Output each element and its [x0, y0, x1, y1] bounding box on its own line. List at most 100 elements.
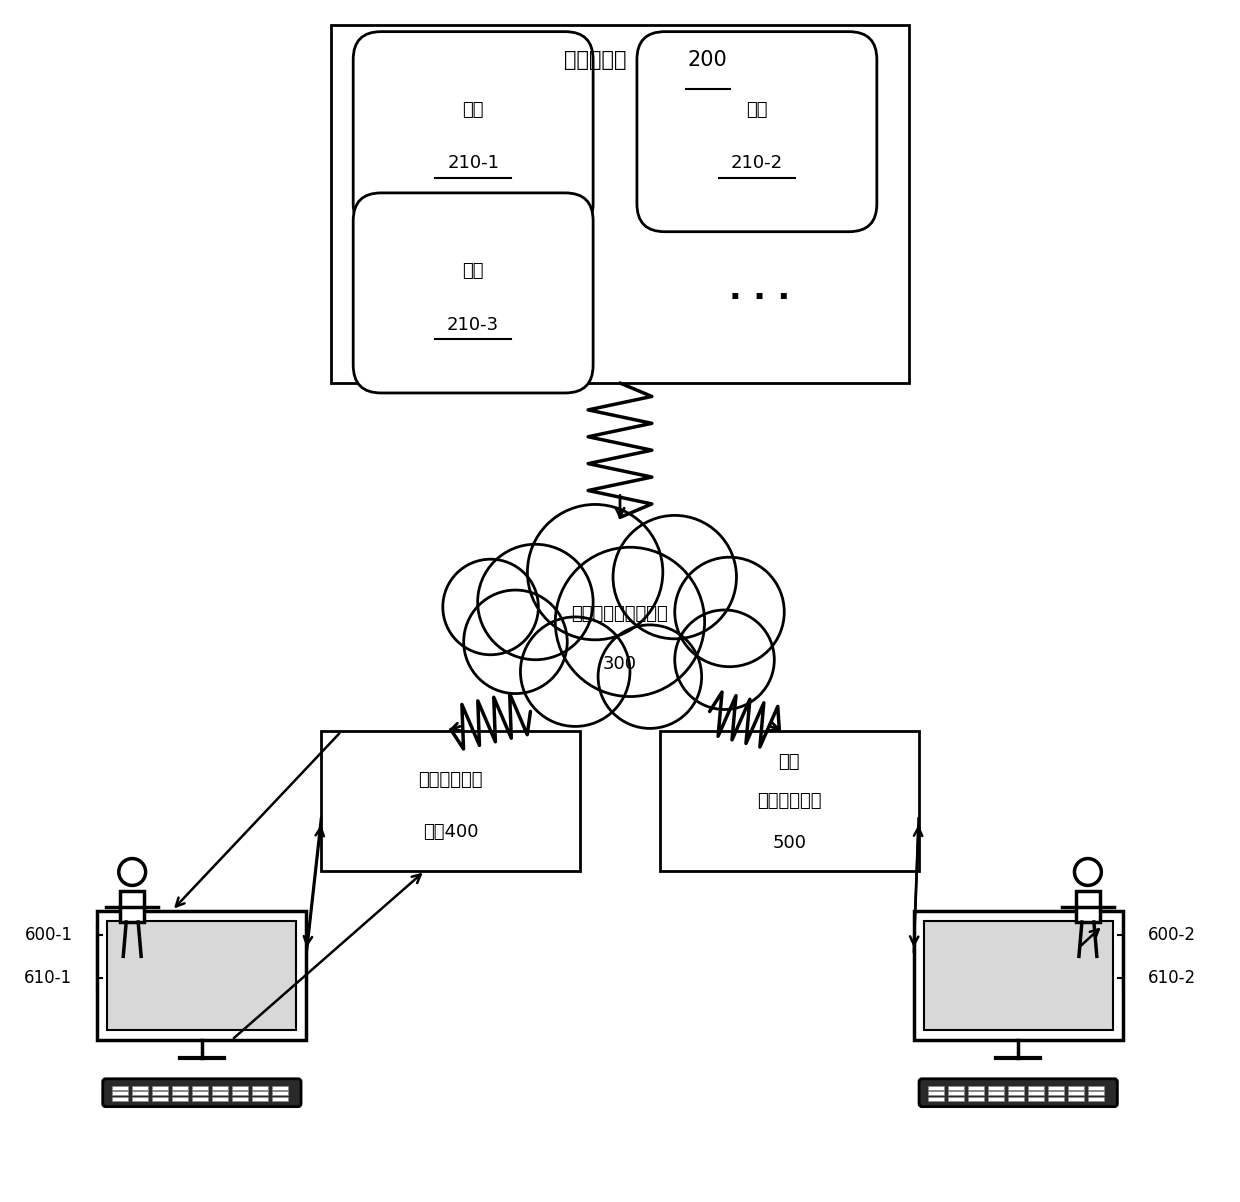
Text: · · ·: · · · [729, 282, 790, 315]
Text: 500: 500 [773, 834, 806, 852]
Bar [151, 1096, 167, 1101]
Bar [1008, 1087, 1024, 1090]
Text: 区块链网络: 区块链网络 [564, 49, 626, 70]
Bar [968, 1087, 985, 1090]
Circle shape [675, 609, 774, 709]
Circle shape [613, 516, 737, 638]
Text: 当前机构节点: 当前机构节点 [419, 772, 484, 790]
Bar [988, 1091, 1004, 1095]
Text: 节点: 节点 [463, 101, 484, 119]
Bar [192, 1091, 208, 1095]
Bar [928, 1087, 944, 1090]
Text: 210-2: 210-2 [730, 154, 782, 172]
Bar [192, 1087, 208, 1090]
Bar [321, 731, 580, 870]
Bar [151, 1091, 167, 1095]
FancyBboxPatch shape [353, 31, 593, 232]
Bar [949, 1091, 963, 1095]
Text: 200: 200 [688, 49, 728, 70]
Bar [131, 1087, 148, 1090]
Text: 机构节点系统: 机构节点系统 [756, 792, 821, 810]
Bar [172, 1087, 187, 1090]
Bar [112, 1091, 128, 1095]
Bar [1028, 1087, 1044, 1090]
Text: 节点: 节点 [463, 262, 484, 280]
Bar [232, 1096, 248, 1101]
Bar [660, 731, 919, 870]
Text: 600-1: 600-1 [25, 927, 72, 945]
Bar [172, 1096, 187, 1101]
Bar [172, 1091, 187, 1095]
Bar [272, 1091, 288, 1095]
Text: 300: 300 [603, 655, 637, 673]
Bar [151, 1087, 167, 1090]
Bar [1048, 1091, 1064, 1095]
FancyBboxPatch shape [353, 192, 593, 393]
Bar [272, 1087, 288, 1090]
Bar [1089, 1087, 1105, 1090]
Bar [232, 1087, 248, 1090]
Circle shape [464, 590, 567, 694]
Text: 区块链网络管理平台: 区块链网络管理平台 [572, 605, 668, 623]
Bar [928, 1096, 944, 1101]
Circle shape [119, 858, 145, 886]
Bar [949, 1096, 963, 1101]
Text: 610-2: 610-2 [1148, 969, 1195, 987]
Text: 600-2: 600-2 [1148, 927, 1195, 945]
Bar [1048, 1096, 1064, 1101]
Bar [272, 1096, 288, 1101]
Bar [212, 1096, 228, 1101]
Bar [331, 25, 909, 383]
Bar [914, 911, 1122, 1040]
Bar [98, 911, 306, 1040]
Bar [1048, 1087, 1064, 1090]
Text: 节点: 节点 [746, 101, 768, 119]
Bar [1008, 1091, 1024, 1095]
Bar [988, 1096, 1004, 1101]
FancyBboxPatch shape [103, 1078, 301, 1107]
Bar [232, 1091, 248, 1095]
Bar [949, 1087, 963, 1090]
FancyBboxPatch shape [919, 1078, 1117, 1107]
Circle shape [527, 505, 663, 639]
Circle shape [598, 625, 702, 728]
Bar [928, 1091, 944, 1095]
Bar [1008, 1096, 1024, 1101]
Bar [968, 1096, 985, 1101]
Bar [252, 1091, 268, 1095]
Circle shape [521, 617, 630, 726]
Bar [108, 921, 296, 1030]
Bar [1069, 1087, 1084, 1090]
Bar [112, 1087, 128, 1090]
Bar [968, 1091, 985, 1095]
Text: 210-3: 210-3 [448, 316, 500, 334]
Bar [1069, 1096, 1084, 1101]
Circle shape [556, 547, 704, 696]
Bar [192, 1096, 208, 1101]
Bar [120, 891, 144, 922]
Bar [252, 1096, 268, 1101]
Bar [252, 1087, 268, 1090]
Bar [131, 1091, 148, 1095]
FancyBboxPatch shape [637, 31, 877, 232]
Circle shape [675, 558, 784, 667]
Bar [131, 1096, 148, 1101]
Circle shape [1074, 858, 1101, 886]
Bar [1028, 1091, 1044, 1095]
Bar [988, 1087, 1004, 1090]
Text: 监管: 监管 [779, 752, 800, 770]
Bar [1028, 1096, 1044, 1101]
Bar [1089, 1096, 1105, 1101]
Bar [924, 921, 1112, 1030]
Text: 210-1: 210-1 [448, 154, 500, 172]
Text: 系统400: 系统400 [423, 822, 479, 840]
Circle shape [443, 559, 538, 655]
Bar [1076, 891, 1100, 922]
Bar [212, 1087, 228, 1090]
Bar [112, 1096, 128, 1101]
Bar [1069, 1091, 1084, 1095]
Bar [1089, 1091, 1105, 1095]
Circle shape [477, 545, 593, 660]
Bar [212, 1091, 228, 1095]
Text: 610-1: 610-1 [25, 969, 72, 987]
